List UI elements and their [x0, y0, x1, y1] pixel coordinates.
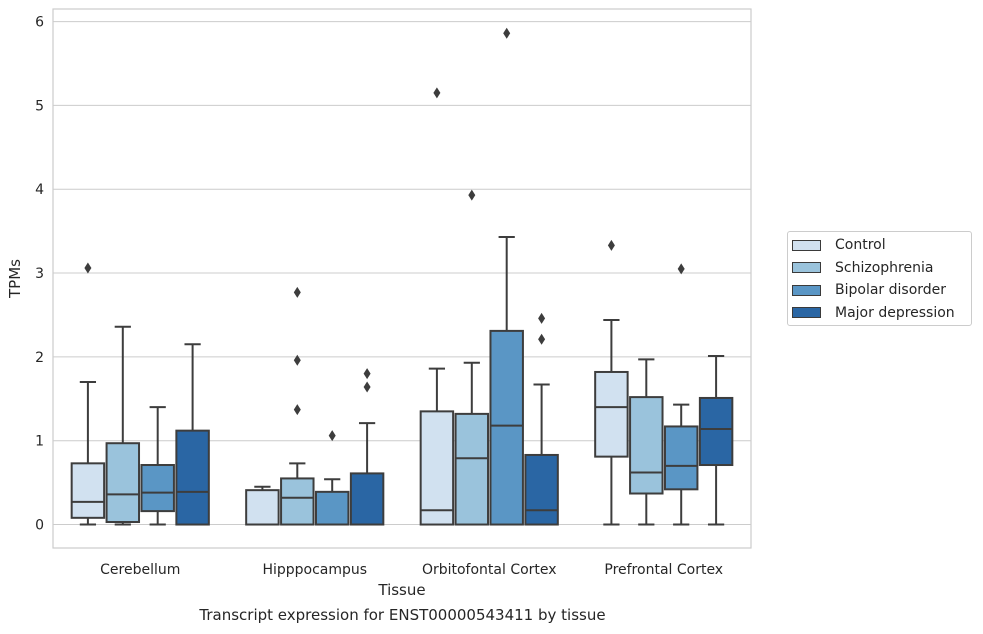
legend-item: Bipolar disorder: [792, 280, 946, 300]
box: [698, 396, 734, 467]
plot-frame: [52, 8, 752, 549]
box: [175, 429, 210, 526]
outlier-point: [503, 27, 511, 39]
box: [280, 477, 315, 526]
outlier-point: [363, 381, 371, 393]
legend-item: Major depression: [792, 303, 955, 323]
box: [629, 396, 664, 495]
box: [594, 370, 629, 458]
legend-swatch: [792, 307, 821, 318]
legend-item: Control: [792, 235, 886, 255]
box: [524, 453, 559, 526]
x-tick-label: Hipppocampus: [262, 562, 367, 578]
box: [489, 329, 524, 526]
box: [105, 442, 141, 524]
box: [314, 490, 350, 526]
x-axis-label: Tissue: [377, 581, 425, 599]
x-tick-label: Orbitofontal Cortex: [422, 562, 557, 578]
box: [349, 472, 385, 526]
outlier-point: [677, 263, 685, 275]
outlier-point: [433, 87, 441, 99]
chart-caption: Transcript expression for ENST0000054341…: [199, 606, 606, 624]
outlier-point: [328, 430, 336, 442]
y-tick-label: 4: [35, 182, 44, 198]
y-tick-label: 3: [35, 266, 44, 282]
outlier-point: [538, 333, 546, 345]
y-tick-label: 6: [35, 15, 44, 31]
legend-label: Schizophrenia: [835, 259, 934, 276]
outlier-point: [607, 239, 615, 251]
box: [70, 462, 106, 519]
outlier-point: [363, 368, 371, 380]
outlier-point: [538, 312, 546, 324]
box: [419, 410, 455, 526]
y-axis-label: TPMs: [6, 259, 24, 299]
legend-swatch: [792, 262, 821, 273]
legend-swatch: [792, 284, 821, 296]
legend-label: Major depression: [835, 304, 955, 321]
x-tick-label: Prefrontal Cortex: [604, 562, 723, 578]
y-tick-label: 5: [35, 98, 44, 114]
legend-label: Bipolar disorder: [835, 282, 947, 298]
x-tick-label: Cerebellum: [100, 562, 180, 578]
y-tick-label: 2: [35, 350, 44, 366]
box: [663, 425, 699, 491]
y-tick-label: 0: [35, 518, 44, 534]
legend-label: Control: [835, 237, 886, 253]
outlier-point: [84, 262, 92, 274]
box: [454, 412, 490, 526]
outlier-point: [293, 354, 301, 366]
outlier-point: [293, 286, 301, 298]
legend: Control Schizophrenia Bipolar disorder Majo…: [787, 231, 972, 326]
y-tick-label: 1: [35, 434, 44, 450]
outlier-point: [468, 189, 476, 201]
box: [140, 464, 175, 513]
box: [245, 489, 280, 526]
legend-swatch: [792, 239, 821, 251]
legend-item: Schizophrenia: [792, 258, 933, 278]
outlier-point: [293, 404, 301, 416]
